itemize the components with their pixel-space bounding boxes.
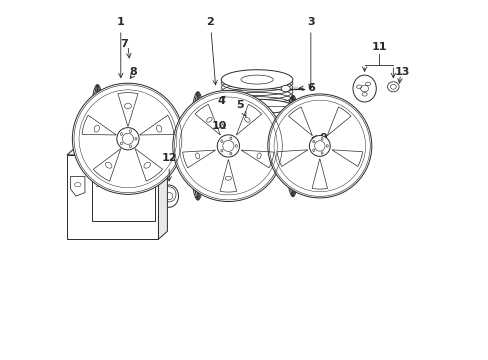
Circle shape <box>72 83 183 194</box>
Text: 5: 5 <box>236 100 245 116</box>
Bar <box>92 160 155 221</box>
Circle shape <box>267 94 371 198</box>
Text: 9: 9 <box>319 133 327 143</box>
Text: 4: 4 <box>217 96 224 106</box>
Polygon shape <box>244 118 255 126</box>
Text: 12: 12 <box>161 153 177 181</box>
Text: 2: 2 <box>206 17 217 85</box>
Text: 3: 3 <box>306 17 314 89</box>
Circle shape <box>309 135 329 156</box>
Ellipse shape <box>387 82 398 92</box>
Polygon shape <box>158 147 167 239</box>
Ellipse shape <box>221 99 292 114</box>
Ellipse shape <box>160 185 178 207</box>
Circle shape <box>217 135 239 157</box>
Text: 7: 7 <box>120 39 128 49</box>
Ellipse shape <box>221 70 292 89</box>
Ellipse shape <box>295 134 308 141</box>
Circle shape <box>172 90 284 202</box>
Text: 11: 11 <box>370 42 386 52</box>
Polygon shape <box>67 147 167 155</box>
Text: 13: 13 <box>394 67 409 77</box>
Circle shape <box>117 128 139 150</box>
Polygon shape <box>70 176 85 196</box>
Ellipse shape <box>281 85 290 92</box>
Bar <box>67 155 158 239</box>
Text: 10: 10 <box>211 121 226 131</box>
Text: 6: 6 <box>306 83 314 93</box>
Text: 8: 8 <box>129 67 137 77</box>
Ellipse shape <box>352 75 376 102</box>
Text: 1: 1 <box>117 17 124 78</box>
